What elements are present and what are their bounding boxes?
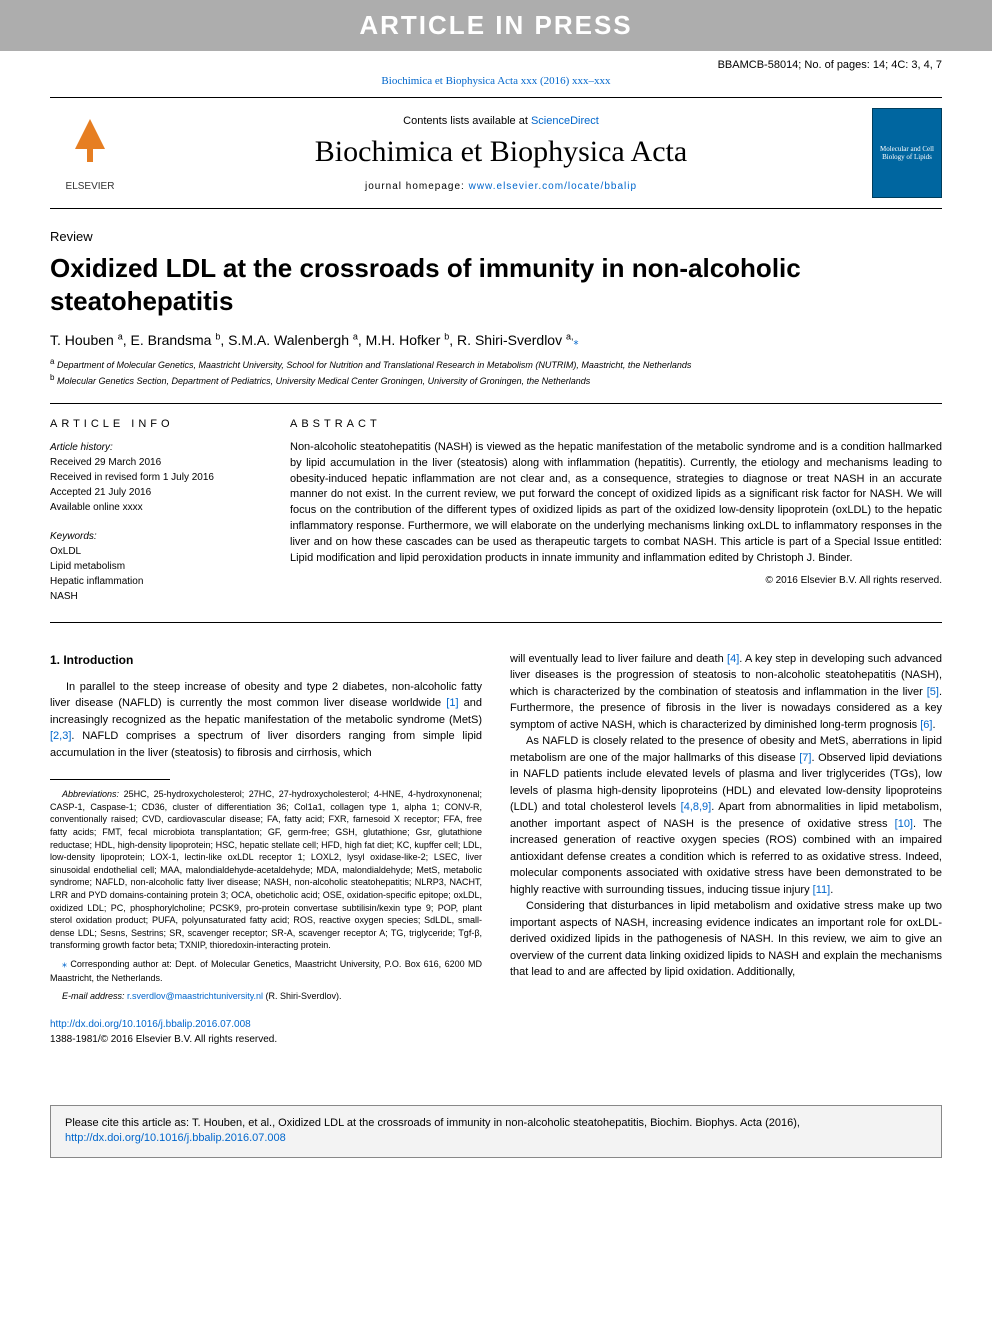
journal-ref-link[interactable]: Biochimica et Biophysica Acta xxx (2016)… [381, 75, 610, 87]
ref-link[interactable]: [2,3] [50, 730, 71, 742]
footnotes: Abbreviations: 25HC, 25-hydroxycholester… [50, 788, 482, 1003]
abstract-label: ABSTRACT [290, 418, 942, 430]
citation-box: Please cite this article as: T. Houben, … [50, 1105, 942, 1158]
article-in-press-banner: ARTICLE IN PRESS [0, 0, 992, 51]
header-manuscript-meta: BBAMCB-58014; No. of pages: 14; 4C: 3, 4… [0, 51, 992, 75]
contents-line: Contents lists available at ScienceDirec… [130, 115, 872, 127]
journal-header-box: ELSEVIER Contents lists available at Sci… [50, 97, 942, 209]
authors-text: T. Houben a, E. Brandsma b, S.M.A. Walen… [50, 332, 574, 348]
sciencedirect-link[interactable]: ScienceDirect [531, 115, 599, 127]
article-title: Oxidized LDL at the crossroads of immuni… [50, 252, 942, 317]
ref-link[interactable]: [4,8,9] [681, 801, 712, 813]
email-footnote: E-mail address: r.sverdlov@maastrichtuni… [50, 990, 482, 1003]
right-column: will eventually lead to liver failure an… [510, 651, 942, 1047]
intro-paragraph-1: In parallel to the steep increase of obe… [50, 679, 482, 762]
intro-heading: 1. Introduction [50, 651, 482, 669]
history-accepted: Accepted 21 July 2016 [50, 485, 260, 500]
abbrev-text: 25HC, 25-hydroxycholesterol; 27HC, 27-hy… [50, 789, 482, 950]
keyword: Hepatic inflammation [50, 574, 260, 589]
journal-reference-line: Biochimica et Biophysica Acta xxx (2016)… [50, 75, 942, 87]
homepage-prefix: journal homepage: [365, 181, 469, 192]
abstract-column: ABSTRACT Non-alcoholic steatohepatitis (… [290, 418, 942, 604]
email-label: E-mail address: [62, 991, 127, 1001]
article-info-column: ARTICLE INFO Article history: Received 2… [50, 418, 260, 604]
journal-center-block: Contents lists available at ScienceDirec… [130, 115, 872, 192]
history-label: Article history: [50, 440, 260, 455]
abbreviations-footnote: Abbreviations: 25HC, 25-hydroxycholester… [50, 788, 482, 952]
citation-text: Please cite this article as: T. Houben, … [65, 1117, 800, 1129]
keywords-label: Keywords: [50, 529, 260, 544]
author-list: T. Houben a, E. Brandsma b, S.M.A. Walen… [50, 331, 942, 348]
email-link[interactable]: r.sverdlov@maastrichtuniversity.nl [127, 991, 263, 1001]
article-type: Review [50, 229, 942, 244]
history-online: Available online xxxx [50, 500, 260, 515]
keyword: OxLDL [50, 544, 260, 559]
corresponding-star-icon: ⁎ [574, 337, 579, 348]
ref-link[interactable]: [7] [799, 752, 811, 764]
corr-text: Corresponding author at: Dept. of Molecu… [50, 959, 482, 983]
email-suffix: (R. Shiri-Sverdlov). [263, 991, 342, 1001]
affiliation-a: a Department of Molecular Genetics, Maas… [50, 356, 942, 373]
col2-paragraph-1: will eventually lead to liver failure an… [510, 651, 942, 734]
doi-link[interactable]: http://dx.doi.org/10.1016/j.bbalip.2016.… [50, 1019, 251, 1030]
ref-link[interactable]: [11] [813, 884, 831, 896]
journal-cover-thumbnail: Molecular and Cell Biology of Lipids [872, 108, 942, 198]
doi-block: http://dx.doi.org/10.1016/j.bbalip.2016.… [50, 1017, 482, 1047]
col2-paragraph-2: As NAFLD is closely related to the prese… [510, 733, 942, 898]
ref-link[interactable]: [4] [727, 653, 739, 665]
history-received: Received 29 March 2016 [50, 455, 260, 470]
article-info-label: ARTICLE INFO [50, 418, 260, 430]
history-revised: Received in revised form 1 July 2016 [50, 470, 260, 485]
affiliation-b: b Molecular Genetics Section, Department… [50, 372, 942, 389]
ref-link[interactable]: [5] [927, 686, 939, 698]
affiliations: a Department of Molecular Genetics, Maas… [50, 356, 942, 389]
homepage-link[interactable]: www.elsevier.com/locate/bbalip [469, 181, 637, 192]
abstract-text: Non-alcoholic steatohepatitis (NASH) is … [290, 440, 942, 568]
article-history: Article history: Received 29 March 2016 … [50, 440, 260, 515]
journal-title: Biochimica et Biophysica Acta [130, 135, 872, 169]
ref-link[interactable]: [10] [895, 818, 913, 830]
corresponding-author-footnote: ⁎ Corresponding author at: Dept. of Mole… [50, 958, 482, 985]
homepage-line: journal homepage: www.elsevier.com/locat… [130, 181, 872, 192]
ref-link[interactable]: [6] [920, 719, 932, 731]
abstract-copyright: © 2016 Elsevier B.V. All rights reserved… [290, 575, 942, 586]
issn-line: 1388-1981/© 2016 Elsevier B.V. All right… [50, 1034, 277, 1045]
left-column: 1. Introduction In parallel to the steep… [50, 651, 482, 1047]
keywords-block: Keywords: OxLDL Lipid metabolism Hepatic… [50, 529, 260, 604]
col2-paragraph-3: Considering that disturbances in lipid m… [510, 898, 942, 981]
contents-prefix: Contents lists available at [403, 115, 531, 127]
cover-thumb-text: Molecular and Cell Biology of Lipids [873, 143, 941, 164]
citation-doi-link[interactable]: http://dx.doi.org/10.1016/j.bbalip.2016.… [65, 1132, 286, 1144]
footnote-separator [50, 779, 170, 780]
keyword: Lipid metabolism [50, 559, 260, 574]
elsevier-text: ELSEVIER [66, 181, 115, 192]
keyword: NASH [50, 589, 260, 604]
abbrev-label: Abbreviations: [62, 789, 119, 799]
info-abstract-row: ARTICLE INFO Article history: Received 2… [50, 404, 942, 623]
elsevier-tree-icon [65, 114, 115, 179]
body-two-columns: 1. Introduction In parallel to the steep… [50, 651, 942, 1047]
ref-link[interactable]: [1] [446, 697, 458, 709]
elsevier-logo: ELSEVIER [50, 108, 130, 198]
